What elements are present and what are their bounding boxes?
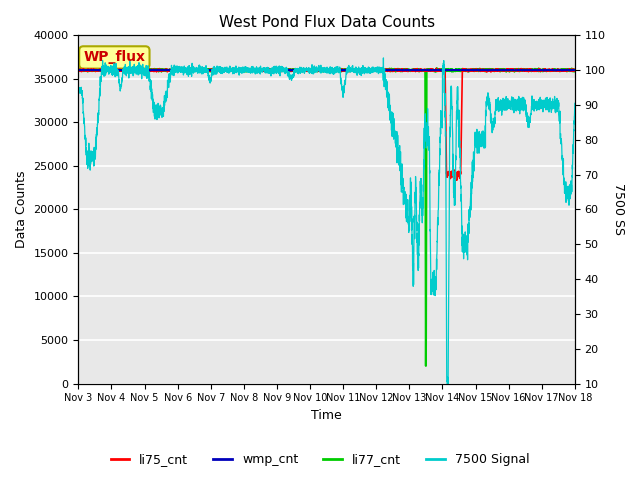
Legend: li75_cnt, wmp_cnt, li77_cnt, 7500 Signal: li75_cnt, wmp_cnt, li77_cnt, 7500 Signal	[106, 448, 534, 471]
Text: WP_flux: WP_flux	[83, 50, 145, 64]
X-axis label: Time: Time	[311, 409, 342, 422]
Y-axis label: Data Counts: Data Counts	[15, 171, 28, 248]
Title: West Pond Flux Data Counts: West Pond Flux Data Counts	[218, 15, 435, 30]
Y-axis label: 7500 SS: 7500 SS	[612, 183, 625, 235]
